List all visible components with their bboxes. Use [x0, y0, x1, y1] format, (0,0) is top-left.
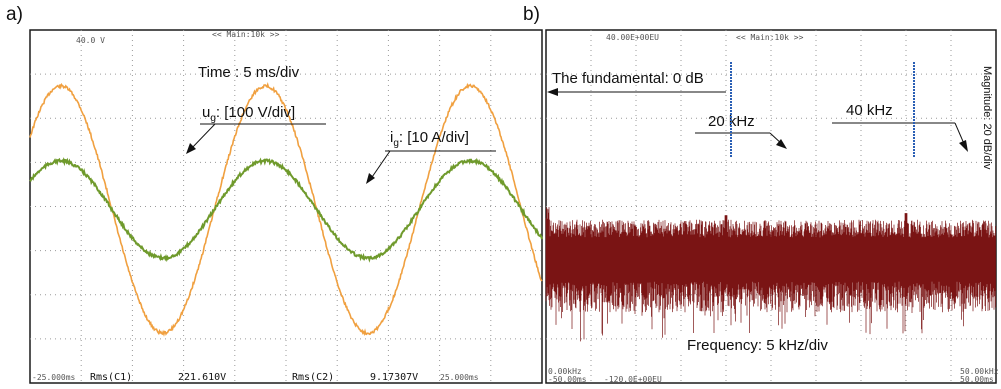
ug-scale: : [100 V/div] [216, 104, 295, 121]
panel-b-bottom-right-1: 50.00kHz [960, 367, 999, 376]
panel-a-bottom-left-readout: -25.000ms [32, 373, 76, 382]
panel-b-bottom-left-2: -50.00ms [548, 375, 587, 384]
series-ug-trace [29, 82, 543, 337]
khz40-label: 40 kHz [846, 102, 893, 119]
khz40-arrowhead [959, 140, 968, 152]
ug-symbol: u [202, 104, 210, 121]
spectrum-trace [545, 207, 996, 347]
panel-a-top-center-readout: << Main:10k >> [212, 30, 280, 39]
series-ig-trace [29, 157, 543, 263]
ig-scale: : [10 A/div] [399, 129, 469, 146]
ig-label: ig: [10 A/div] [390, 129, 469, 149]
ug-subscript: g [210, 113, 216, 124]
rms-c2-label: Rms(C2) [292, 372, 334, 383]
khz20-arrowhead [776, 139, 787, 149]
magnitude-scale-label: Magnitude: 20 dB/div [981, 66, 993, 170]
freq-label-bg [680, 333, 866, 355]
ug-arrow-shaft [189, 123, 216, 151]
frequency-scale-label: Frequency: 5 kHz/div [687, 337, 828, 354]
fundamental-label: The fundamental: 0 dB [552, 70, 704, 87]
panel-a-label: a) [6, 4, 23, 25]
panel-b-spectrum [545, 207, 996, 347]
ig-arrow-shaft [369, 150, 391, 181]
ig-arrowhead [366, 173, 375, 184]
panel-a-traces [29, 82, 543, 337]
time-scale-label: Time : 5 ms/div [198, 64, 300, 81]
rms-c1-label: Rms(C1) [90, 372, 132, 383]
panel-b-bottom-left-1: 0.00kHz [548, 367, 582, 376]
fundamental-arrowhead [547, 88, 558, 96]
panel-b-top-readout: 40.00E+00EU [606, 33, 659, 42]
panel-a-bottom-right-readout: 25.000ms [440, 373, 479, 382]
panel-b-bottom-center-readout: -120.0E+00EU [604, 375, 662, 384]
khz20-label: 20 kHz [708, 113, 755, 130]
rms-c2-value: 9.17307V [370, 372, 418, 383]
panel-a-grid [30, 30, 542, 383]
panel-b-top-center-readout: << Main:10k >> [736, 33, 804, 42]
panel-b-label: b) [523, 4, 540, 25]
rms-c1-value: 221.610V [178, 372, 226, 383]
ig-subscript: g [393, 138, 399, 149]
panel-a-top-left-readout: 40.0 V [76, 36, 105, 45]
ug-label: ug: [100 V/div] [202, 104, 295, 124]
panel-b-bottom-right-2: 50.00ms [960, 375, 994, 384]
ug-arrowhead [186, 143, 196, 154]
ig-symbol: i [390, 129, 393, 146]
